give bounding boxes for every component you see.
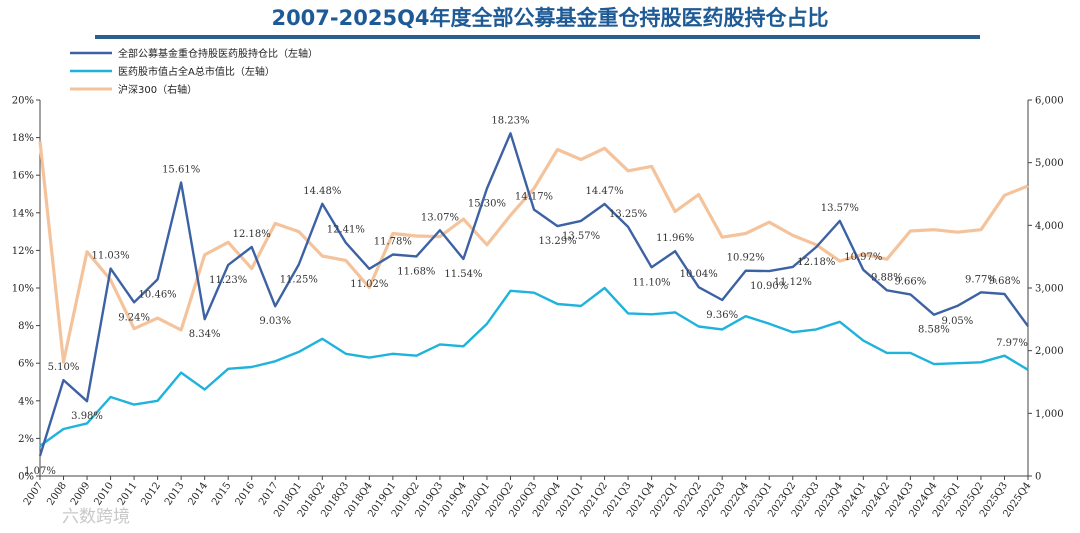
- data-label: 10.97%: [844, 252, 882, 263]
- data-label: 10.90%: [750, 281, 788, 292]
- right-tick-label: 0: [1035, 472, 1041, 483]
- data-label: 9.24%: [118, 312, 150, 323]
- data-label: 3.98%: [71, 411, 103, 422]
- left-tick-label: 2%: [18, 434, 34, 445]
- data-label: 9.03%: [259, 316, 291, 327]
- data-label: 13.57%: [821, 203, 859, 214]
- left-tick-label: 20%: [12, 96, 34, 107]
- data-label: 10.04%: [680, 269, 718, 280]
- data-label: 11.10%: [633, 277, 671, 288]
- data-label: 7.97%: [996, 338, 1028, 349]
- left-tick-label: 14%: [12, 208, 34, 219]
- data-label: 13.25%: [609, 209, 647, 220]
- title-rule: [95, 35, 980, 39]
- x-tick-label: 2016: [234, 480, 258, 507]
- data-label: 15.61%: [162, 165, 200, 176]
- x-tick-label: 2010: [92, 480, 116, 507]
- data-label: 8.58%: [918, 325, 950, 336]
- data-label: 9.77%: [965, 274, 997, 285]
- data-label: 11.68%: [397, 266, 435, 277]
- series-line-2: [38, 141, 1029, 364]
- legend: 全部公募基金重仓持股医药股持仓比（左轴） 医药股市值占全A总市值比（左轴） 沪深…: [70, 47, 318, 96]
- data-label: 9.66%: [894, 276, 926, 287]
- left-tick-label: 6%: [18, 359, 34, 370]
- data-label: 11.96%: [656, 233, 694, 244]
- data-label: 18.23%: [491, 115, 529, 126]
- left-tick-label: 16%: [12, 171, 34, 182]
- legend-label-0: 全部公募基金重仓持股医药股持仓比（左轴）: [118, 47, 318, 60]
- right-tick-label: 1,000: [1035, 409, 1064, 420]
- data-label: 12.18%: [797, 257, 835, 268]
- data-label: 11.25%: [280, 275, 318, 286]
- lines-layer: [38, 132, 1029, 457]
- data-label: 13.57%: [562, 231, 600, 242]
- data-label: 5.10%: [48, 362, 80, 373]
- axes-layer: 0% 2% 4% 6% 8% 10% 12% 14% 16% 18% 20% 0 1,000 2,000 3…: [12, 96, 1064, 520]
- right-tick-label: 5,000: [1035, 158, 1064, 169]
- x-tick-label: 2015: [210, 480, 234, 507]
- series-line-1: [39, 286, 1029, 447]
- series-line-0: [38, 132, 1029, 457]
- right-tick-label: 2,000: [1035, 346, 1064, 357]
- x-tick-label: 2007: [22, 480, 46, 507]
- x-tick-label: 2014: [187, 480, 211, 507]
- x-tick-label: 2013: [163, 480, 187, 507]
- data-label: 10.46%: [139, 289, 177, 300]
- watermark: 六数跨境: [62, 507, 130, 527]
- data-label: 14.47%: [586, 186, 624, 197]
- left-tick-label: 18%: [12, 133, 34, 144]
- data-label: 1.07%: [24, 466, 56, 477]
- left-tick-label: 0%: [18, 472, 34, 483]
- data-label: 11.02%: [350, 279, 388, 290]
- left-tick-label: 8%: [18, 321, 34, 332]
- data-label: 13.29%: [538, 236, 576, 247]
- left-tick-label: 4%: [18, 396, 34, 407]
- data-label: 11.78%: [374, 237, 412, 248]
- data-label: 14.17%: [515, 192, 553, 203]
- x-tick-label: 2009: [69, 480, 93, 507]
- left-tick-label: 12%: [12, 246, 34, 257]
- data-label: 11.23%: [209, 275, 247, 286]
- chart-title: 2007-2025Q4年度全部公募基金重仓持股医药股持仓占比: [271, 6, 829, 30]
- data-label: 9.05%: [942, 316, 974, 327]
- data-label: 8.34%: [189, 329, 221, 340]
- data-label: 12.18%: [233, 229, 271, 240]
- data-label: 9.36%: [706, 310, 738, 321]
- data-label: 11.54%: [444, 269, 482, 280]
- legend-label-1: 医药股市值占全A总市值比（左轴）: [118, 65, 275, 78]
- data-label: 12.41%: [327, 225, 365, 236]
- data-label: 10.92%: [727, 253, 765, 264]
- right-tick-label: 4,000: [1035, 221, 1064, 232]
- data-labels-layer: 1.07% 5.10% 3.98% 11.03% 9.24% 10.46% 15.61% 8.…: [24, 115, 1028, 477]
- data-label: 11.12%: [774, 277, 812, 288]
- x-tick-label: 2012: [139, 480, 163, 507]
- data-label: 11.03%: [92, 251, 130, 262]
- x-tick-label: 2011: [116, 480, 140, 507]
- x-tick-label: 2008: [45, 480, 69, 507]
- data-label: 14.48%: [303, 186, 341, 197]
- data-label: 13.07%: [421, 212, 459, 223]
- legend-label-2: 沪深300（右轴）: [118, 83, 197, 96]
- left-tick-label: 10%: [12, 284, 34, 295]
- data-label: 9.68%: [989, 276, 1021, 287]
- data-label: 9.88%: [871, 272, 903, 283]
- right-tick-label: 3,000: [1035, 284, 1064, 295]
- x-tick-label: 2017: [257, 480, 281, 507]
- right-tick-label: 6,000: [1035, 96, 1064, 107]
- data-label: 15.30%: [468, 198, 506, 209]
